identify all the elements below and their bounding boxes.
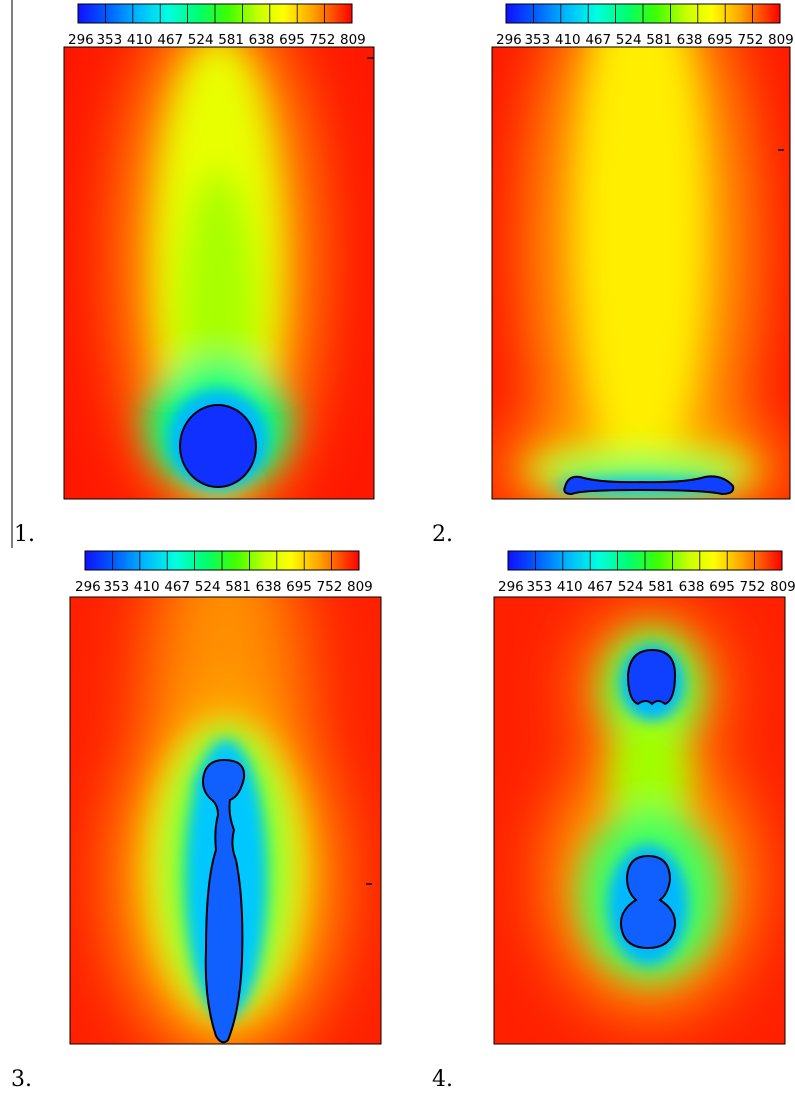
colorbar-2-tick-label: 524 xyxy=(616,32,642,48)
colorbar-4-tick-label: 353 xyxy=(526,579,552,595)
colorbar-3-tick-label: 581 xyxy=(225,579,251,595)
panel-1-bubble xyxy=(179,404,257,488)
panel-1: 1. xyxy=(14,46,375,547)
colorbar-4-tick-label: 467 xyxy=(587,579,613,595)
colorbar-3-tick-label: 638 xyxy=(256,579,282,595)
colorbar-3: 296 353 410 467 524 581 638 695 752 809 xyxy=(75,550,373,595)
colorbar-3-tick-label: 695 xyxy=(286,579,312,595)
colorbar-1-tick-label: 410 xyxy=(127,32,153,48)
panel-2-label: 2. xyxy=(432,522,453,547)
colorbar-3-tick-label: 809 xyxy=(347,579,373,595)
panel-2-field xyxy=(492,47,790,499)
colorbar-2-tick-label: 752 xyxy=(738,32,764,48)
colorbar-4-tick-label: 410 xyxy=(557,579,583,595)
colorbar-2-tick-label: 581 xyxy=(646,32,672,48)
panel-4-field xyxy=(494,597,785,1044)
colorbar-1-tick-label: 695 xyxy=(279,32,305,48)
panel-3-field xyxy=(70,597,381,1044)
colorbar-2-tick-label: 638 xyxy=(677,32,703,48)
colorbar-2-tick-label: 353 xyxy=(524,32,550,48)
panel-3-label: 3. xyxy=(11,1067,32,1092)
panel-4-lower-bubble xyxy=(619,854,677,950)
colorbar-2: 296 353 410 467 524 581 638 695 752 809 xyxy=(496,3,794,48)
colorbar-4-tick-label: 581 xyxy=(648,579,674,595)
panel-4-frame xyxy=(493,596,786,1045)
colorbar-1-tick-label: 809 xyxy=(340,32,366,48)
colorbar-1-tick-label: 353 xyxy=(96,32,122,48)
panel-4-upper-bubble xyxy=(626,648,677,706)
colorbar-1-tick-label: 638 xyxy=(249,32,275,48)
colorbar-2-tick-label: 467 xyxy=(585,32,611,48)
colorbar-3-tick-label: 752 xyxy=(317,579,343,595)
colorbar-1-tick-label: 581 xyxy=(218,32,244,48)
colorbar-3-tick-label: 524 xyxy=(195,579,221,595)
colorbar-3-tick-label: 410 xyxy=(134,579,160,595)
colorbar-4-tick-label: 695 xyxy=(709,579,735,595)
colorbar-1-tick-label: 467 xyxy=(157,32,183,48)
colorbar-3-tick-label: 296 xyxy=(75,579,101,595)
colorbar-1-tick-label: 524 xyxy=(188,32,214,48)
colorbar-4-tick-label: 524 xyxy=(618,579,644,595)
colorbar-4-tick-label: 296 xyxy=(498,579,524,595)
panel-3-bubble xyxy=(202,758,246,1044)
colorbar-1-tick-label: 296 xyxy=(68,32,94,48)
panel-2-bubble xyxy=(563,475,735,496)
panel-3-frame xyxy=(69,596,382,1045)
colorbar-2-tick-label: 296 xyxy=(496,32,522,48)
panel-1-field xyxy=(64,47,374,499)
colorbar-1: 296 353 410 467 524 581 638 695 752 809 xyxy=(68,3,366,48)
colorbar-4-tick-label: 638 xyxy=(679,579,705,595)
panel-2: 2. xyxy=(432,46,791,547)
panel-1-frame xyxy=(63,46,375,500)
colorbar-3-tick-label: 467 xyxy=(164,579,190,595)
colorbar-1-tick-label: 752 xyxy=(310,32,336,48)
panel-4-label: 4. xyxy=(432,1067,453,1092)
panel-4: 4. xyxy=(432,596,786,1092)
colorbar-4-tick-label: 752 xyxy=(740,579,766,595)
colorbar-2-tick-label: 809 xyxy=(768,32,794,48)
panel-1-label: 1. xyxy=(14,522,35,547)
panel-2-frame xyxy=(491,46,791,500)
colorbar-4: 296 353 410 467 524 581 638 695 752 809 xyxy=(498,550,795,595)
panel-3: 3. xyxy=(11,596,382,1092)
colorbar-4-tick-label: 809 xyxy=(770,579,795,595)
colorbar-2-tick-label: 410 xyxy=(555,32,581,48)
colorbar-3-tick-label: 353 xyxy=(103,579,129,595)
colorbar-2-tick-label: 695 xyxy=(707,32,733,48)
